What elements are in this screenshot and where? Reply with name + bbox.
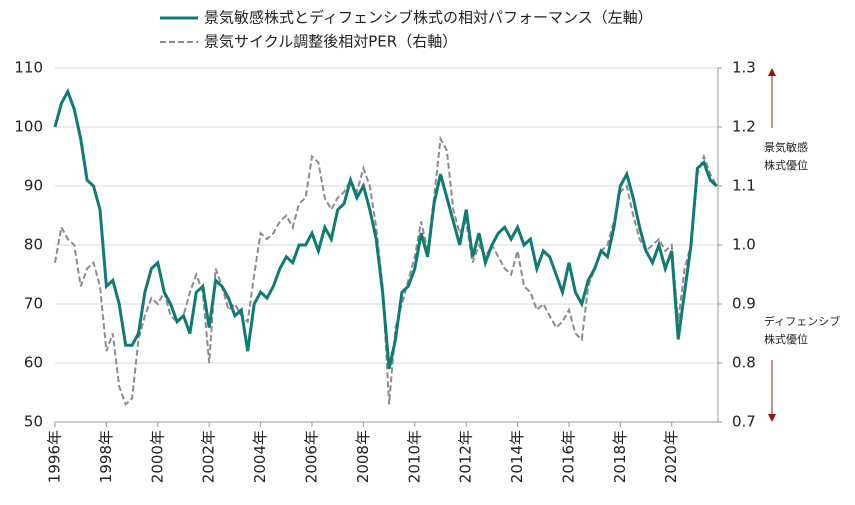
x-tick-label: 2010年 bbox=[405, 430, 423, 483]
data-line bbox=[54, 135, 718, 407]
y2-tick-label: 1.2 bbox=[732, 118, 756, 136]
x-tick-label: 2012年 bbox=[457, 430, 475, 483]
y-tick-label: 60 bbox=[24, 354, 43, 372]
annotation: 景気敏感 bbox=[764, 140, 808, 154]
y2-tick-label: 0.7 bbox=[732, 413, 756, 431]
x-tick-label: 1998年 bbox=[97, 430, 115, 483]
y-tick-label: 80 bbox=[24, 236, 43, 254]
legend-label: 景気サイクル調整後相対PER（右軸） bbox=[204, 33, 457, 51]
y-tick-label: 90 bbox=[24, 177, 43, 195]
x-tick-label: 2016年 bbox=[559, 430, 577, 483]
annotation: ディフェンシブ bbox=[764, 314, 840, 328]
y-tick-label: 50 bbox=[24, 413, 43, 431]
x-tick-label: 2006年 bbox=[302, 430, 320, 483]
annotation: 株式優位 bbox=[764, 158, 808, 172]
x-tick-label: 2014年 bbox=[508, 430, 526, 483]
y2-tick-label: 0.8 bbox=[732, 354, 756, 372]
x-tick-label: 2018年 bbox=[611, 430, 629, 483]
data-line bbox=[53, 87, 718, 370]
y-tick-label: 110 bbox=[14, 59, 43, 77]
y2-tick-label: 1.3 bbox=[732, 59, 756, 77]
x-tick-label: 1996年 bbox=[46, 430, 64, 483]
annotation: 株式優位 bbox=[764, 332, 808, 346]
y2-tick-label: 0.9 bbox=[732, 295, 756, 313]
y-tick-label: 100 bbox=[14, 118, 43, 136]
x-tick-label: 2000年 bbox=[148, 430, 166, 483]
x-tick-label: 2004年 bbox=[251, 430, 269, 483]
x-tick-label: 2002年 bbox=[200, 430, 218, 483]
legend-label: 景気敏感株式とディフェンシブ株式の相対パフォーマンス（左軸） bbox=[204, 9, 653, 27]
y2-tick-label: 1.1 bbox=[732, 177, 756, 195]
x-tick-label: 2020年 bbox=[662, 430, 680, 483]
y-tick-label: 70 bbox=[24, 295, 43, 313]
x-tick-label: 2008年 bbox=[354, 430, 372, 483]
y2-tick-label: 1.0 bbox=[732, 236, 756, 254]
